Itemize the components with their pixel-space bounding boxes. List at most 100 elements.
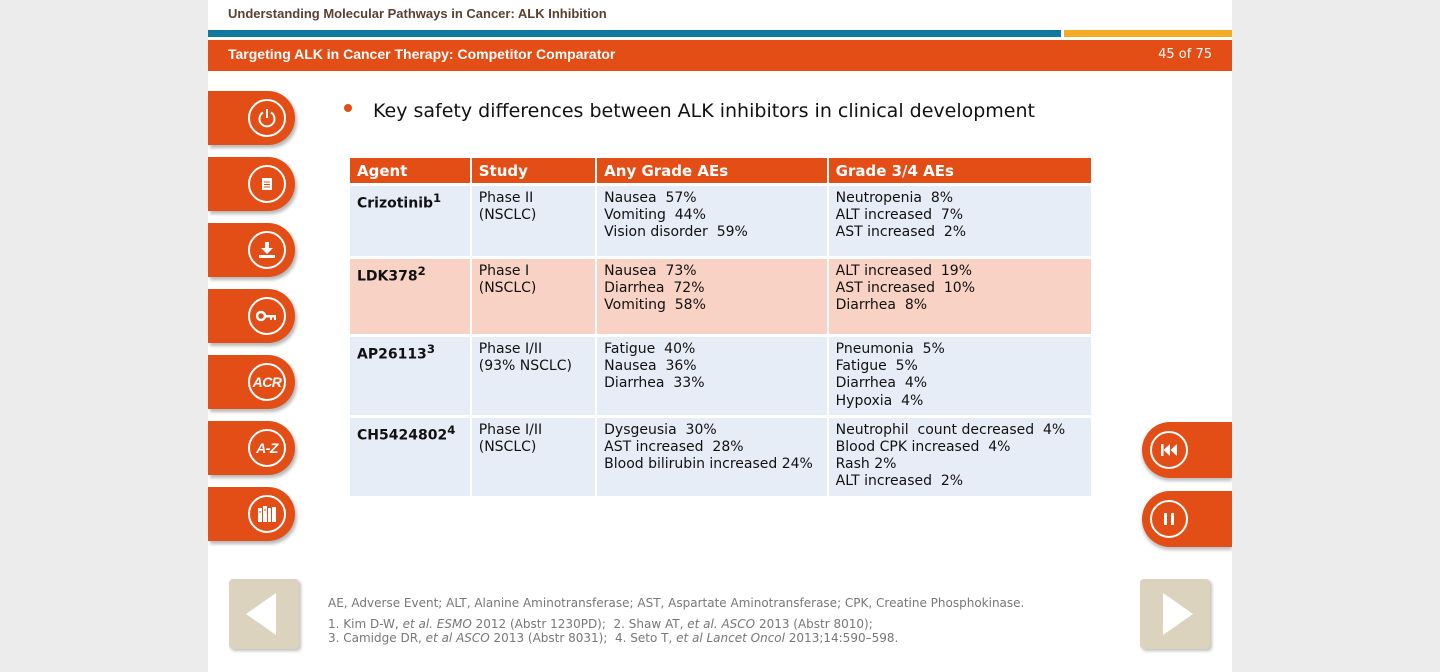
power-icon: [248, 99, 286, 137]
study-line: (NSCLC): [478, 439, 537, 456]
ae-line: Vomiting 58%: [604, 297, 706, 314]
ae-line: Vision disorder 59%: [604, 224, 748, 241]
agent-name: LDK378: [357, 268, 418, 285]
agent-name: AP26113: [357, 346, 427, 363]
grade34-cell: Pneumonia 5% Fatigue 5% Diarrhea 4% Hypoxia…: [828, 337, 1091, 415]
slide: Understanding Molecular Pathways in Canc…: [208, 0, 1232, 672]
agent-cell: Crizotinib1: [350, 186, 470, 256]
power-button[interactable]: [208, 91, 295, 145]
ae-line: Dysgeusia 30%: [604, 421, 717, 438]
header-stripe-blue: [208, 30, 1061, 37]
grade34-cell: Neutropenia 8% ALT increased 7% AST increa…: [828, 186, 1091, 256]
agent-cell: LDK3782: [350, 259, 470, 334]
title-bar: Targeting ALK in Cancer Therapy: Competi…: [208, 40, 1232, 71]
library-button[interactable]: [208, 487, 295, 541]
study-cell: Phase II (NSCLC): [471, 186, 596, 256]
any-grade-cell: Nausea 73% Diarrhea 72% Vomiting 58%: [597, 259, 827, 334]
study-line: Phase I/II: [478, 341, 543, 357]
acronyms-label: ACR: [252, 374, 282, 390]
study-cell: Phase I/II (NSCLC): [471, 417, 596, 496]
ae-line: ALT increased 2%: [835, 473, 964, 490]
agent-cell: AP261133: [350, 337, 470, 415]
study-cell: Phase I (NSCLC): [471, 259, 596, 334]
ref-italic: et al. ESMO: [402, 617, 472, 631]
header-any-grade: Any Grade AEs: [597, 158, 827, 183]
notes-button[interactable]: [208, 157, 295, 211]
ae-line: Nausea 73%: [604, 263, 697, 279]
key-icon: [248, 297, 286, 335]
header-grade34: Grade 3/4 AEs: [828, 158, 1091, 183]
ref-text: 2013;14:590–598.: [784, 631, 899, 645]
study-line: (93% NSCLC): [478, 358, 572, 375]
footnotes: AE, Adverse Event; ALT, Alanine Aminotra…: [328, 596, 1024, 645]
pause-button[interactable]: [1142, 491, 1232, 547]
ae-line: ALT increased 19%: [835, 263, 973, 279]
ref-italic: et al. ASCO: [687, 617, 756, 631]
ref-italic: et al ASCO: [425, 631, 490, 645]
study-line: Phase I/II: [478, 421, 543, 438]
grade34-cell: Neutrophil count decreased 4% Blood CPK i…: [828, 417, 1091, 496]
reference-superscript: 1: [433, 191, 442, 205]
table-row: AP261133 Phase I/II (93% NSCLC) Fatigue 4…: [350, 337, 1091, 415]
reference-superscript: 2: [417, 264, 426, 278]
rewind-button[interactable]: [1142, 422, 1232, 478]
glossary-label: A-Z: [256, 440, 278, 456]
study-line: (NSCLC): [478, 207, 537, 224]
ae-line: Nausea 57%: [604, 190, 697, 206]
az-icon: A-Z: [248, 429, 286, 467]
ae-line: AST increased 28%: [604, 439, 744, 456]
next-slide-button[interactable]: [1140, 579, 1210, 649]
ae-line: Neutropenia 8%: [835, 190, 954, 206]
any-grade-cell: Nausea 57% Vomiting 44% Vision disorder 59…: [597, 186, 827, 256]
agent-name: CH5424802: [357, 427, 448, 444]
download-button[interactable]: [208, 223, 295, 277]
ref-text: 1. Kim D-W,: [328, 617, 403, 631]
ref-italic: et al Lancet Oncol: [676, 631, 785, 645]
reference-line: 1. Kim D-W, et al. ESMO 2012 (Abstr 1230…: [328, 617, 1024, 631]
ref-text: 3. Camidge DR,: [328, 631, 426, 645]
ae-line: Fatigue 5%: [835, 358, 918, 375]
ae-line: Diarrhea 4%: [835, 375, 928, 392]
course-title: Understanding Molecular Pathways in Canc…: [228, 6, 607, 21]
ae-line: Hypoxia 4%: [835, 392, 924, 409]
ae-line: Neutrophil count decreased 4%: [835, 421, 1066, 438]
ref-text: 2012 (Abstr 1230PD); 2. Shaw AT,: [471, 617, 688, 631]
ref-text: 2013 (Abstr 8031); 4. Seto T,: [489, 631, 677, 645]
any-grade-cell: Fatigue 40% Nausea 36% Diarrhea 33%: [597, 337, 827, 415]
ae-line: Nausea 36%: [604, 358, 697, 375]
ae-line: Vomiting 44%: [604, 207, 706, 224]
grade34-cell: ALT increased 19% AST increased 10% Diarrh…: [828, 259, 1091, 334]
ae-line: Diarrhea 33%: [604, 375, 705, 392]
ae-line: Diarrhea 72%: [604, 280, 705, 297]
arrow-right-icon: [1163, 593, 1193, 635]
bullet-marker: [344, 104, 352, 112]
ae-comparison-table: Agent Study Any Grade AEs Grade 3/4 AEs …: [348, 155, 1093, 499]
previous-slide-button[interactable]: [229, 579, 299, 649]
abbreviations-note: AE, Adverse Event; ALT, Alanine Aminotra…: [328, 596, 1025, 610]
header-study: Study: [471, 158, 596, 183]
pause-icon: [1150, 500, 1188, 538]
study-line: Phase I: [478, 263, 530, 279]
key-button[interactable]: [208, 289, 295, 343]
ae-line: AST increased 10%: [835, 280, 976, 297]
ae-line: Pneumonia 5%: [835, 341, 945, 357]
reference-line: 3. Camidge DR, et al ASCO 2013 (Abstr 80…: [328, 631, 1024, 645]
study-line: (NSCLC): [478, 280, 537, 297]
ae-line: Fatigue 40%: [604, 341, 696, 357]
ref-text: 2013 (Abstr 8010);: [755, 617, 873, 631]
reference-superscript: 4: [447, 422, 456, 437]
any-grade-cell: Dysgeusia 30% AST increased 28% Blood bili…: [597, 417, 827, 496]
acr-icon: ACR: [248, 363, 286, 401]
page-counter: 45 of 75: [1158, 47, 1212, 62]
table-row: CH54248024 Phase I/II (NSCLC) Dysgeusia 3…: [350, 417, 1091, 496]
study-line: Phase II: [478, 190, 534, 206]
slide-title: Targeting ALK in Cancer Therapy: Competi…: [228, 46, 616, 62]
download-icon: [248, 231, 286, 269]
study-cell: Phase I/II (93% NSCLC): [471, 337, 596, 415]
reference-superscript: 3: [426, 342, 435, 356]
glossary-button[interactable]: A-Z: [208, 421, 295, 475]
acronyms-button[interactable]: ACR: [208, 355, 295, 409]
ae-line: Diarrhea 8%: [835, 297, 928, 314]
header-stripe-gold: [1064, 30, 1232, 37]
ae-line: Rash 2%: [835, 456, 897, 473]
